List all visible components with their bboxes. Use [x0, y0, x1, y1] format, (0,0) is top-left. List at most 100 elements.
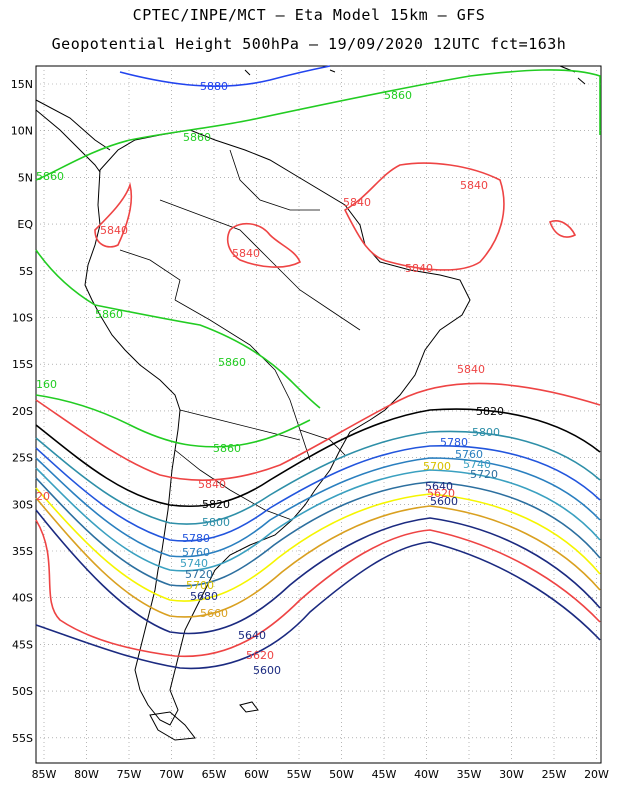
lon-tick-label: 40W	[414, 768, 439, 781]
label-5600: 5600	[253, 664, 281, 677]
map-frame	[35, 65, 602, 764]
contour-5740	[35, 467, 601, 572]
label-5800-w: 5800	[202, 516, 230, 529]
label-5820-w: 5820	[202, 498, 230, 511]
label-5860-c: 5860	[95, 308, 123, 321]
label-5860-a: 5860	[384, 89, 412, 102]
latitude-labels: 15N 10N 5N EQ 5S 10S 15S 20S 25S 30S 35S 40S 45S 50S 5…	[11, 78, 34, 745]
contour-5620	[35, 519, 601, 658]
label-5840-c: 5840	[343, 196, 371, 209]
label-5820: 5820	[476, 405, 504, 418]
label-5840-e: 5840	[405, 262, 433, 275]
longitude-labels: 85W 80W 75W 70W 65W 60W 55W 50W 45W 40W 35W 30W 25W 2…	[32, 768, 609, 781]
label-5720: 5720	[470, 468, 498, 481]
contour-5780	[35, 445, 601, 542]
label-5860-d: 5860	[218, 356, 246, 369]
label-5840-b: 5840	[232, 247, 260, 260]
lat-tick-label: 30S	[12, 498, 33, 511]
label-5700-w: 5700	[186, 579, 214, 592]
central-america-coast-north	[35, 99, 111, 151]
label-5760: 5760	[455, 448, 483, 461]
lat-tick-label: 45S	[12, 638, 33, 651]
contour-5840-peru	[94, 182, 133, 248]
coastlines	[35, 65, 586, 741]
contour-5860-south	[35, 249, 321, 409]
label-160: 160	[36, 378, 57, 391]
label-5640-e: 5640	[425, 480, 453, 493]
lat-tick-label: 5N	[18, 171, 33, 184]
label-5840-a: 5840	[100, 224, 128, 237]
tierra-del-fuego	[149, 711, 196, 741]
contour-5640	[35, 509, 601, 635]
lon-tick-label: 60W	[244, 768, 269, 781]
contour-5860-mid	[35, 394, 311, 448]
falkland-islands	[239, 701, 259, 713]
label-5780-w: 5780	[182, 532, 210, 545]
lon-tick-label: 35W	[457, 768, 482, 781]
border-1	[159, 199, 361, 331]
lat-tick-label: 35S	[12, 545, 33, 558]
lon-tick-label: 30W	[499, 768, 524, 781]
contour-5700	[35, 487, 601, 602]
contour-labels: 5880 5860 5860 5860 5860 5860 5840 5840 …	[36, 80, 504, 677]
label-5740: 5740	[463, 458, 491, 471]
label-5620-e: 5620	[427, 487, 455, 500]
lon-tick-label: 80W	[74, 768, 99, 781]
lat-tick-label: 15S	[12, 358, 33, 371]
label-5760-w: 5760	[182, 546, 210, 559]
south-america-coast	[84, 129, 471, 726]
label-5720-w: 5720	[185, 568, 213, 581]
label-5860-b: 5860	[183, 131, 211, 144]
caribbean-islands	[244, 65, 586, 85]
contour-5860-north	[35, 69, 601, 181]
border-4	[174, 449, 293, 521]
lat-tick-label: 55S	[12, 732, 33, 745]
label-5840-g: 5840	[198, 478, 226, 491]
lon-tick-label: 20W	[584, 768, 609, 781]
graticule	[36, 66, 601, 763]
contour-5760	[35, 457, 601, 558]
contour-5840-amazon	[226, 222, 302, 268]
label-5700: 5700	[423, 460, 451, 473]
lon-tick-label: 65W	[202, 768, 227, 781]
label-5680: 5680	[190, 590, 218, 603]
lat-tick-label: 50S	[12, 685, 33, 698]
contour-5720	[35, 477, 601, 587]
label-5740-w: 5740	[180, 557, 208, 570]
label-5840-d: 5840	[460, 179, 488, 192]
contour-5680	[35, 497, 601, 618]
label-5600-e: 5600	[430, 495, 458, 508]
label-20: 20	[36, 490, 50, 503]
contour-5840-east	[548, 220, 577, 238]
border-3	[179, 409, 301, 441]
title-line-1: CPTEC/INPE/MCT – Eta Model 15km – GFS	[132, 6, 486, 24]
lat-tick-label: 40S	[12, 592, 33, 605]
lat-tick-label: 10S	[12, 312, 33, 325]
contour-5840-atlantic	[343, 162, 505, 271]
lat-tick-label: 5S	[19, 265, 33, 278]
lat-tick-label: 25S	[12, 452, 33, 465]
central-america-coast	[35, 109, 101, 173]
lon-tick-label: 50W	[329, 768, 354, 781]
contour-5840-south	[35, 382, 601, 481]
label-5780: 5780	[440, 436, 468, 449]
label-5640: 5640	[238, 629, 266, 642]
border-6	[229, 149, 320, 211]
label-5620: 5620	[246, 649, 274, 662]
lon-tick-label: 45W	[372, 768, 397, 781]
label-5840-f: 5840	[457, 363, 485, 376]
lon-tick-label: 70W	[159, 768, 184, 781]
lat-tick-label: EQ	[17, 218, 33, 231]
lon-tick-label: 55W	[287, 768, 312, 781]
contour-5600	[35, 541, 601, 670]
label-5880: 5880	[200, 80, 228, 93]
label-5860-f: 5860	[36, 170, 64, 183]
contour-5880	[119, 65, 331, 87]
lon-tick-label: 25W	[542, 768, 567, 781]
lat-tick-label: 15N	[11, 78, 33, 91]
lon-tick-label: 75W	[117, 768, 142, 781]
label-5860-e: 5860	[213, 442, 241, 455]
label-5800: 5800	[472, 426, 500, 439]
border-7	[299, 429, 346, 456]
